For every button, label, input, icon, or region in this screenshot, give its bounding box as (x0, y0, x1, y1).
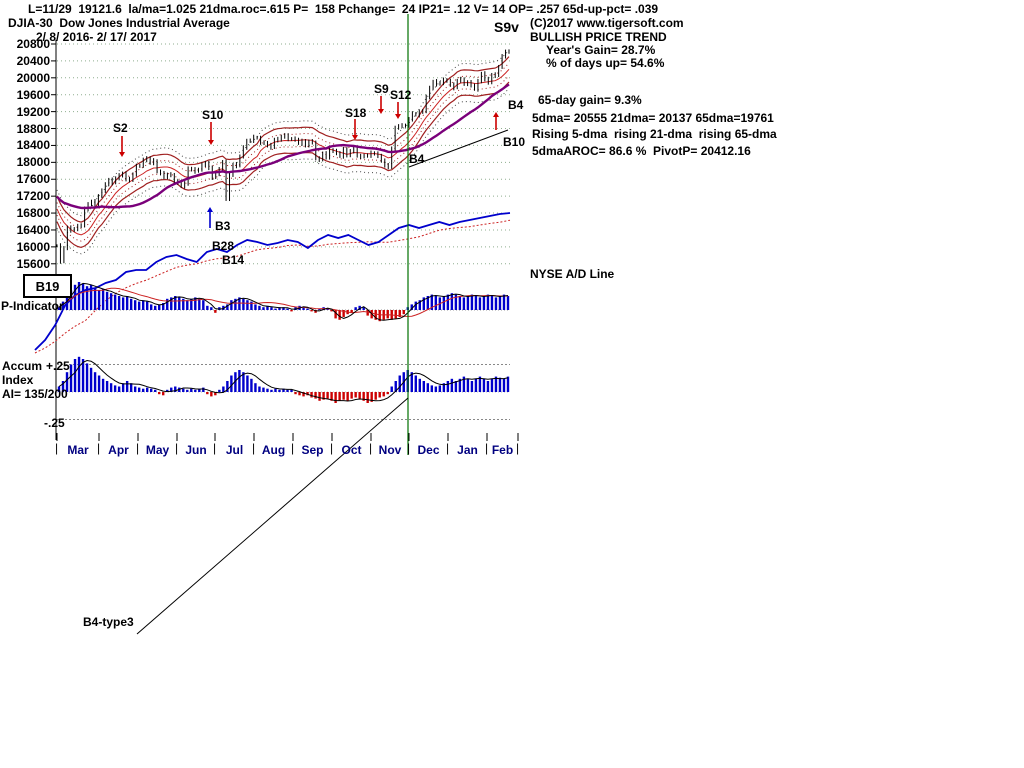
price-bars (56, 49, 510, 264)
y-axis-label: 16000 (16, 239, 50, 254)
b19-signal-box: B19 (23, 274, 72, 298)
dma-values: 5dma= 20555 21dma= 20137 65dma=19761 (532, 111, 774, 125)
signal-annotation-s12: S12 (390, 88, 412, 102)
ai-ratio-label: AI= 135/200 (2, 387, 68, 401)
month-label: Feb (491, 443, 514, 457)
y-axis-label: 20800 (16, 37, 50, 51)
date-range: 2/ 8/ 2016- 2/ 17/ 2017 (36, 30, 157, 44)
p-indicator-label: P-Indicator (1, 299, 64, 313)
outer-lower-band (56, 87, 510, 255)
month-label: Sep (301, 443, 324, 457)
y-axis-label: 17200 (16, 189, 50, 204)
b4-type3-label: B4-type3 (83, 615, 134, 629)
signal-annotation-b4: B4 (508, 98, 524, 112)
ma65-line (56, 83, 510, 210)
signal-arrow-head (207, 207, 213, 212)
month-separator: | (55, 441, 59, 455)
b10-trendline (408, 129, 509, 168)
ad-line-label: NYSE A/D Line (530, 267, 615, 281)
gain-65d: 65-day gain= 9.3% (538, 93, 642, 107)
signal-annotation-s18: S18 (345, 106, 367, 120)
month-separator: | (330, 441, 334, 455)
accum-bars (57, 356, 510, 403)
month-label: Oct (341, 443, 362, 457)
y-axis-label: 20000 (16, 70, 50, 85)
month-label: Dec (417, 443, 440, 457)
days-up: % of days up= 54.6% (546, 56, 665, 70)
years-gain: Year's Gain= 28.7% (546, 43, 656, 57)
month-label: Jun (185, 443, 207, 457)
signal-annotation-b4: B4 (409, 152, 425, 166)
upper-band (56, 56, 510, 223)
b19-signal-text: B19 (35, 278, 60, 294)
month-label: Jan (457, 443, 478, 457)
month-separator: | (97, 441, 101, 455)
copyright: (C)2017 www.tigersoft.com (530, 16, 684, 30)
inner-upper-band (56, 62, 510, 229)
signal-arrow-head (378, 109, 384, 114)
accum-label: Accum (2, 359, 43, 373)
p-indicator-ma (58, 287, 508, 317)
ma21-line (56, 68, 510, 236)
month-separator: | (407, 441, 411, 455)
y-axis-label: 18000 (16, 155, 50, 170)
signal-annotation-b14: B14 (222, 253, 245, 267)
outer-upper-band (56, 49, 510, 217)
signal-annotation-s9: S9 (374, 82, 389, 96)
inner-lower-band (56, 75, 510, 242)
signal-arrow-head (119, 152, 125, 157)
top-signal-label: S9v (494, 19, 519, 35)
signal-arrow-head (493, 112, 499, 117)
signal-annotation-s10: S10 (202, 108, 224, 122)
ad-line (34, 212, 511, 351)
month-separator: | (369, 441, 373, 455)
month-separator: | (175, 441, 179, 455)
trend-status: BULLISH PRICE TREND (530, 30, 667, 44)
y-axis-label: 20400 (16, 53, 50, 68)
index-label: Index (2, 373, 34, 387)
accum-plus-label: +.25 (46, 359, 70, 373)
aroc-pivot: 5dmaAROC= 86.6 % PivotP= 20412.16 (532, 144, 751, 158)
y-axis-label: 15600 (16, 256, 50, 271)
month-separator: | (291, 441, 295, 455)
b4-type3-pointer-line (136, 397, 409, 635)
dma-rising: Rising 5-dma rising 21-dma rising 65-dma (532, 127, 777, 141)
y-axis-label: 16800 (16, 206, 50, 221)
month-separator: | (252, 441, 256, 455)
p-indicator-signal (58, 282, 509, 321)
month-label: Apr (108, 443, 129, 457)
lower-band (56, 81, 510, 249)
month-label: Nov (378, 443, 402, 457)
month-label: Aug (261, 443, 286, 457)
month-separator: | (485, 441, 489, 455)
y-axis-label: 19200 (16, 104, 50, 119)
month-separator: | (136, 441, 140, 455)
signal-arrow-head (395, 114, 401, 119)
month-separator: | (446, 441, 450, 455)
month-separator: | (516, 441, 520, 455)
signal-annotation-b10: B10 (503, 135, 526, 149)
signal-annotation-b3: B3 (215, 219, 231, 233)
stats-line: L=11/29 19121.6 la/ma=1.025 21dma.roc=.6… (28, 2, 659, 16)
signal-annotation-b28: B28 (212, 239, 235, 253)
ad-ma-line (34, 219, 511, 354)
y-axis-label: 18800 (16, 121, 50, 136)
y-axis-label: 16400 (16, 222, 50, 237)
signal-annotation-s2: S2 (113, 121, 128, 135)
month-separator: | (213, 441, 217, 455)
y-axis-label: 17600 (16, 172, 50, 187)
month-label: Mar (67, 443, 89, 457)
signal-arrow-head (208, 140, 214, 145)
symbol-title: DJIA-30 Dow Jones Industrial Average (8, 16, 230, 30)
month-label: Jul (225, 443, 244, 457)
month-label: May (145, 443, 170, 457)
accum-minus-label: -.25 (44, 416, 65, 430)
p-indicator-bars (57, 282, 510, 322)
accum-signal (58, 359, 509, 402)
signal-arrow-head (352, 135, 358, 140)
y-axis-label: 19600 (16, 87, 50, 102)
y-axis-label: 18400 (16, 138, 50, 153)
